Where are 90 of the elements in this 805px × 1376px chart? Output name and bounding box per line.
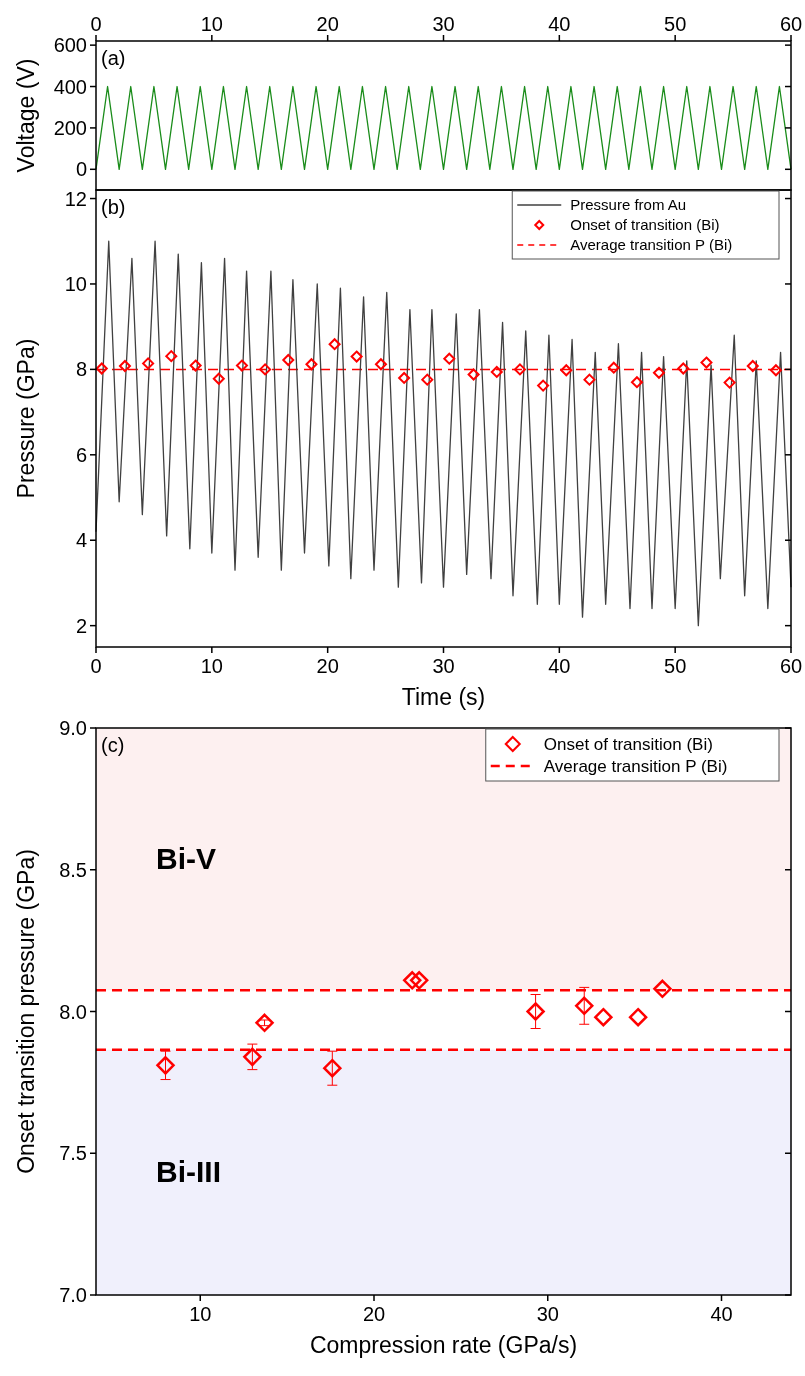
point — [350, 350, 363, 363]
point — [628, 1007, 648, 1027]
y-tick-label: 8 — [75, 358, 87, 381]
point — [305, 358, 318, 371]
point — [677, 362, 690, 375]
x-tick-label: 30 — [432, 13, 455, 35]
x-tick-label: 0 — [90, 13, 102, 35]
point — [607, 361, 620, 374]
x-tick-label: 40 — [548, 655, 571, 677]
x-tick-label: 20 — [316, 13, 339, 35]
line-series — [95, 240, 792, 627]
point — [560, 364, 573, 377]
y-tick-label: 7.5 — [59, 1142, 87, 1165]
x-tick-label: 60 — [779, 13, 803, 35]
x-tick-label: 30 — [536, 1303, 559, 1325]
point — [118, 359, 131, 372]
point — [282, 353, 295, 366]
point — [235, 359, 248, 372]
point — [723, 376, 736, 389]
y-tick-label: 8.0 — [59, 1000, 87, 1023]
point — [594, 1007, 613, 1027]
y-tick-label: 200 — [53, 116, 87, 139]
x-tick-label: 50 — [664, 655, 687, 677]
point — [259, 363, 272, 376]
point — [156, 1056, 175, 1075]
point — [323, 1058, 342, 1078]
point — [700, 356, 713, 369]
point — [746, 359, 759, 372]
x-tick-label: 20 — [316, 655, 339, 677]
y-axis-title: Pressure (GPa) — [13, 338, 39, 499]
x-tick-label: 40 — [710, 1303, 733, 1325]
point — [537, 379, 550, 392]
point — [443, 352, 456, 365]
point — [652, 366, 665, 379]
point — [95, 362, 108, 375]
point — [142, 357, 155, 370]
y-tick-label: 0 — [75, 158, 87, 181]
point — [490, 365, 503, 378]
x-tick-label: 40 — [548, 13, 571, 35]
annotation: (b) — [101, 196, 126, 218]
point — [165, 350, 178, 363]
x-tick-label: 20 — [362, 1303, 386, 1325]
point — [526, 1002, 545, 1021]
x-axis-title: Compression rate (GPa/s) — [309, 1332, 578, 1358]
y-tick-label: 12 — [64, 187, 87, 210]
y-axis-title: Onset transition pressure (GPa) — [13, 849, 39, 1174]
point — [421, 373, 434, 386]
point — [402, 971, 422, 990]
y-tick-label: 6 — [75, 443, 87, 466]
y-tick-label: 600 — [53, 34, 87, 57]
x-tick-label: 0 — [90, 655, 102, 677]
point — [243, 1047, 262, 1067]
legend-label: Onset of transition (Bi) — [570, 216, 720, 234]
x-tick-label: 60 — [779, 655, 803, 677]
y-tick-label: 400 — [53, 75, 87, 98]
band-label: Bi-III — [156, 1155, 221, 1189]
legend-label: Average transition P (Bi) — [570, 236, 733, 254]
point — [189, 359, 202, 372]
point — [513, 363, 526, 376]
annotation: (a) — [101, 47, 126, 69]
y-tick-label: 8.5 — [59, 858, 87, 881]
x-axis-title: Time (s) — [401, 684, 486, 710]
band-label: Bi-V — [156, 842, 216, 876]
point — [769, 364, 782, 377]
point — [374, 358, 387, 371]
y-axis-title: Voltage (V) — [13, 58, 39, 173]
point — [574, 996, 594, 1016]
point — [212, 372, 225, 385]
point — [398, 371, 411, 384]
point — [467, 368, 480, 381]
point — [653, 979, 672, 999]
y-tick-label: 2 — [75, 614, 87, 637]
point — [409, 971, 429, 990]
point — [583, 373, 596, 386]
point — [630, 376, 643, 389]
y-tick-label: 10 — [64, 272, 87, 295]
y-tick-label: 9.0 — [59, 717, 87, 739]
y-tick-label: 7.0 — [59, 1284, 87, 1306]
x-tick-label: 30 — [432, 655, 455, 677]
x-tick-label: 10 — [200, 655, 223, 677]
point — [328, 338, 341, 351]
legend-label: Pressure from Au — [570, 196, 687, 214]
x-tick-label: 10 — [189, 1303, 212, 1325]
legend-label: Average transition P (Bi) — [543, 757, 728, 777]
x-tick-label: 10 — [200, 13, 223, 35]
annotation: (c) — [101, 734, 125, 756]
x-tick-label: 50 — [664, 13, 687, 35]
y-tick-label: 4 — [75, 529, 87, 552]
point — [255, 1013, 274, 1033]
legend-label: Onset of transition (Bi) — [543, 735, 713, 755]
